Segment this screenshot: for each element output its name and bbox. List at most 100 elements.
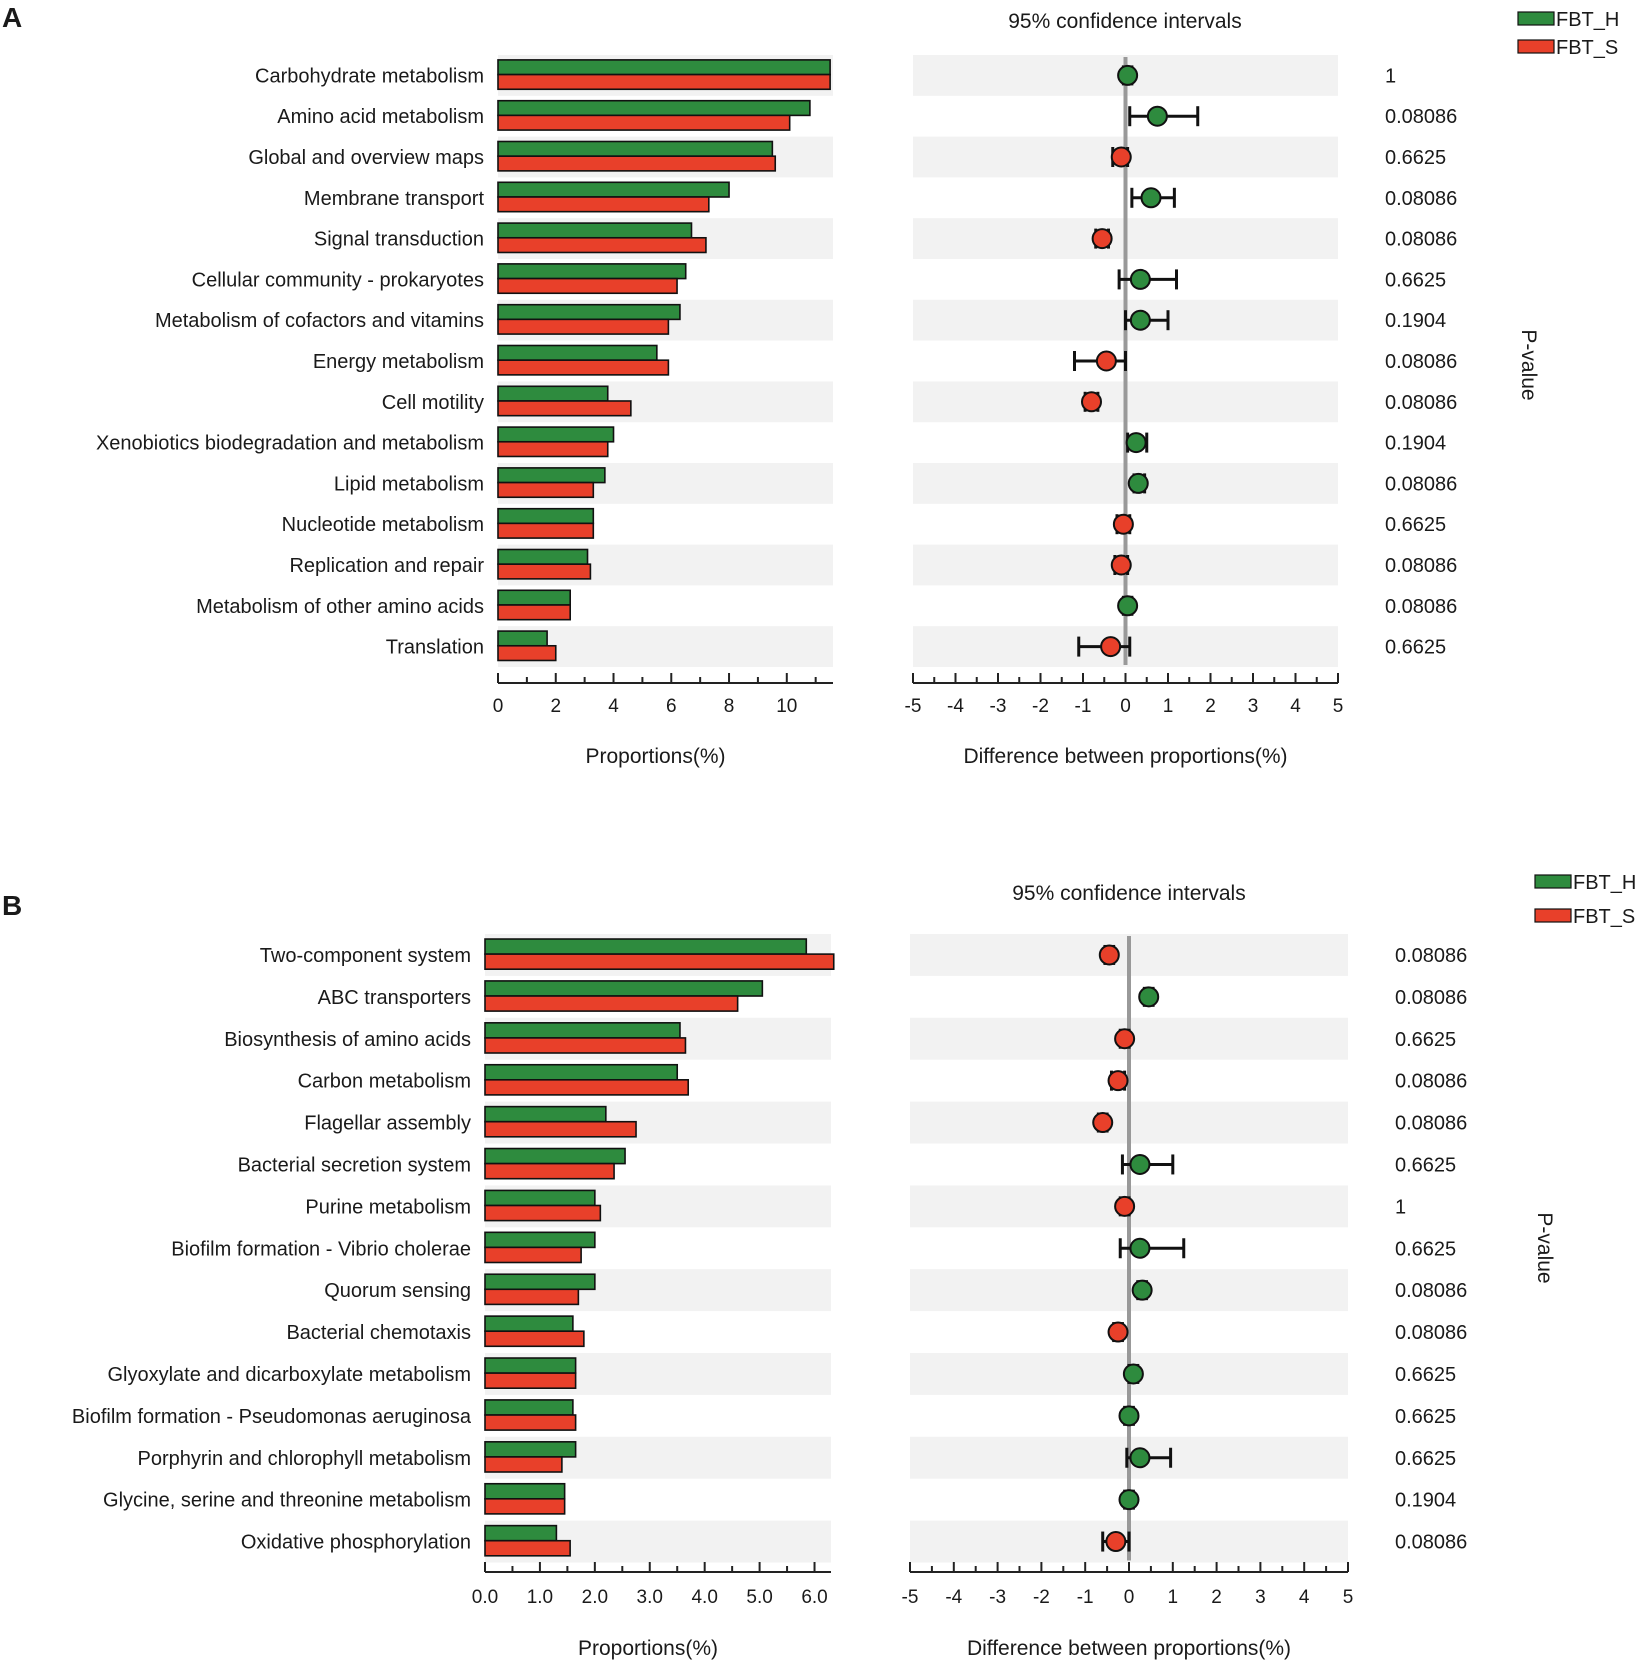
bar-fbt_h bbox=[484, 1189, 596, 1207]
p-value: 0.1904 bbox=[1395, 1490, 1456, 1512]
bar-fbt_s bbox=[484, 1498, 566, 1515]
bar-fbt_s bbox=[484, 1456, 563, 1473]
difference-point bbox=[1114, 1028, 1136, 1050]
difference-point bbox=[1107, 1321, 1129, 1343]
category-label: Metabolism of other amino acids bbox=[196, 596, 484, 618]
category-label: Translation bbox=[386, 637, 484, 659]
category-label: Bacterial chemotaxis bbox=[286, 1322, 471, 1344]
right-tick-label: -1 bbox=[1075, 696, 1092, 717]
bar-fbt_s bbox=[484, 995, 739, 1012]
right-tick-label: 3 bbox=[1255, 1587, 1266, 1608]
panel-a: A 95% confidence intervals FBT_H FBT_S Carbo… bbox=[2, 2, 1619, 768]
category-label: Lipid metabolism bbox=[334, 473, 484, 495]
p-value: 0.6625 bbox=[1395, 1406, 1456, 1428]
bar-fbt_s bbox=[484, 1037, 687, 1054]
bar-fbt_h bbox=[484, 1147, 626, 1165]
category-label: Bacterial secretion system bbox=[238, 1154, 471, 1176]
ci-title: 95% confidence intervals bbox=[1012, 882, 1245, 905]
panel-letter: B bbox=[2, 890, 22, 921]
category-label: Glycine, serine and threonine metabolism bbox=[103, 1490, 471, 1512]
bar-fbt_h bbox=[497, 303, 681, 321]
p-value: 0.08086 bbox=[1385, 392, 1457, 414]
p-value: 0.1904 bbox=[1385, 310, 1446, 332]
category-label: Cellular community - prokaryotes bbox=[192, 269, 484, 291]
difference-point bbox=[1092, 1112, 1114, 1134]
bar-fbt_s bbox=[497, 481, 595, 499]
bar-fbt_s bbox=[497, 644, 557, 662]
p-value: 0.6625 bbox=[1395, 1364, 1456, 1386]
left-tick-label: 0.0 bbox=[472, 1587, 498, 1608]
category-label: Biofilm formation - Pseudomonas aerugino… bbox=[72, 1406, 472, 1428]
right-tick-label: 5 bbox=[1333, 696, 1344, 717]
difference-point bbox=[1122, 1363, 1144, 1385]
bar-fbt_s bbox=[497, 196, 710, 213]
left-tick-label: 5.0 bbox=[746, 1587, 772, 1608]
right-tick-label: -5 bbox=[902, 1587, 919, 1608]
bar-fbt_h bbox=[484, 1063, 679, 1081]
bar-fbt_h bbox=[497, 344, 658, 361]
p-value: 0.6625 bbox=[1395, 1154, 1456, 1176]
difference-point bbox=[1118, 1405, 1140, 1427]
p-value: 1 bbox=[1385, 65, 1396, 87]
right-tick-label: -4 bbox=[947, 696, 964, 717]
bar-fbt_s bbox=[484, 1246, 582, 1264]
right-tick-label: 3 bbox=[1248, 696, 1259, 717]
bar-fbt_h bbox=[497, 181, 730, 198]
right-tick-label: 4 bbox=[1290, 696, 1301, 717]
p-value: 0.08086 bbox=[1395, 1532, 1467, 1554]
right-x-axis-label: Difference between proportions(%) bbox=[963, 745, 1287, 768]
right-tick-label: 2 bbox=[1205, 696, 1216, 717]
bar-fbt_h bbox=[497, 385, 609, 402]
bar-fbt_h bbox=[497, 222, 693, 239]
right-tick-label: -1 bbox=[1077, 1587, 1094, 1608]
bar-fbt_s bbox=[497, 318, 670, 335]
right-x-axis-label: Difference between proportions(%) bbox=[967, 1637, 1291, 1660]
difference-point bbox=[1117, 595, 1139, 617]
difference-point bbox=[1110, 146, 1132, 168]
p-value: 0.6625 bbox=[1385, 269, 1446, 291]
bar-fbt_h bbox=[497, 140, 774, 157]
bar-fbt_s bbox=[484, 1414, 577, 1431]
left-tick-label: 10 bbox=[776, 696, 797, 717]
left-tick-label: 4.0 bbox=[691, 1587, 717, 1608]
difference-point bbox=[1146, 105, 1168, 127]
category-label: Porphyrin and chlorophyll metabolism bbox=[138, 1448, 472, 1470]
legend-swatch-fbt_h bbox=[1517, 11, 1555, 26]
left-tick-label: 6.0 bbox=[801, 1587, 827, 1608]
category-label: Amino acid metabolism bbox=[277, 106, 484, 128]
bar-fbt_s bbox=[484, 1204, 602, 1222]
p-value: 0.6625 bbox=[1395, 1448, 1456, 1470]
p-value: 0.6625 bbox=[1395, 1238, 1456, 1260]
bar-fbt_h bbox=[497, 426, 615, 443]
difference-point bbox=[1091, 228, 1113, 250]
p-value: 0.6625 bbox=[1385, 147, 1446, 169]
bar-fbt_h bbox=[484, 1022, 681, 1039]
p-value: 1 bbox=[1395, 1196, 1406, 1218]
category-label: Biosynthesis of amino acids bbox=[224, 1029, 471, 1051]
bar-fbt_h bbox=[497, 99, 811, 117]
difference-point bbox=[1112, 513, 1134, 535]
category-label: ABC transporters bbox=[318, 987, 471, 1009]
difference-point bbox=[1118, 1489, 1140, 1511]
bar-fbt_h bbox=[497, 589, 571, 606]
category-label: Quorum sensing bbox=[324, 1280, 471, 1302]
bar-fbt_s bbox=[497, 155, 777, 172]
right-tick-label: 1 bbox=[1168, 1587, 1179, 1608]
difference-point bbox=[1107, 1070, 1129, 1092]
p-value: 0.6625 bbox=[1395, 1029, 1456, 1051]
category-label: Signal transduction bbox=[314, 229, 484, 251]
bar-fbt_h bbox=[484, 1357, 577, 1374]
difference-point bbox=[1129, 1447, 1151, 1469]
p-value: 0.08086 bbox=[1395, 1322, 1467, 1344]
category-label: Oxidative phosphorylation bbox=[241, 1532, 471, 1554]
bar-fbt_h bbox=[484, 938, 808, 955]
bar-fbt_h bbox=[484, 1441, 577, 1458]
p-value: 0.08086 bbox=[1395, 945, 1467, 967]
p-value: 0.08086 bbox=[1385, 229, 1457, 251]
bar-fbt_h bbox=[484, 1105, 607, 1123]
category-label: Flagellar assembly bbox=[304, 1113, 471, 1135]
right-tick-label: -3 bbox=[989, 1587, 1006, 1608]
bar-fbt_h bbox=[484, 1231, 596, 1249]
left-tick-label: 0 bbox=[493, 696, 504, 717]
